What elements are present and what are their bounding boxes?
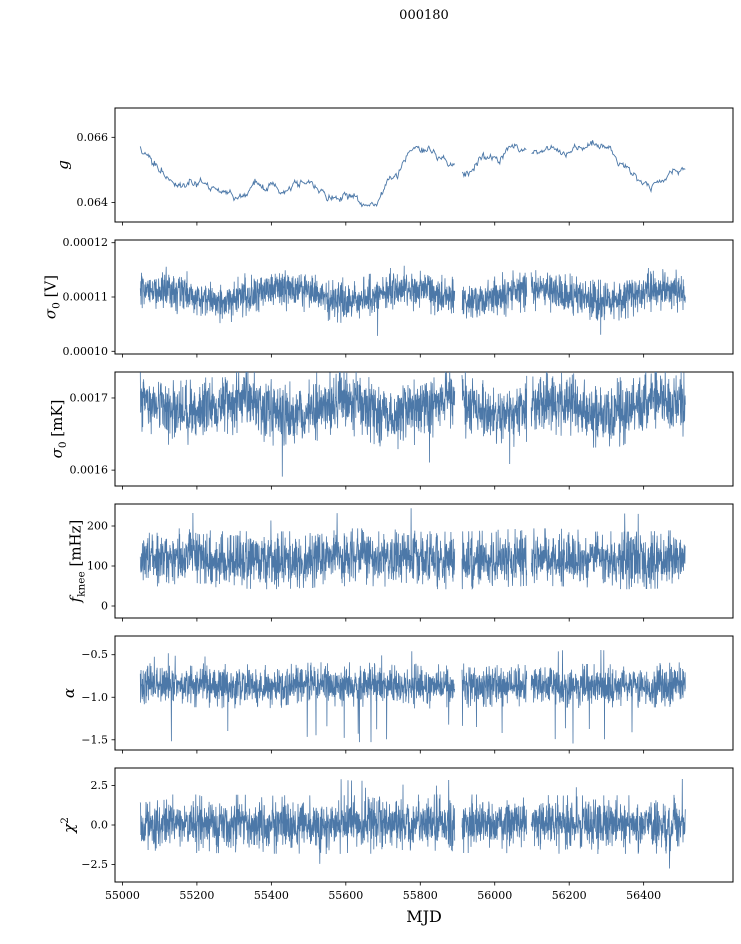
x-tick-label: 55200	[179, 889, 214, 902]
series-sigma0-volts	[139, 265, 686, 336]
y-axis-label-chi-squared: χ2	[59, 817, 78, 834]
y-axis-label-alpha: α	[60, 688, 78, 698]
y-axis-label-sigma0-millikelvin: σ0 [mK]	[48, 400, 69, 459]
x-tick-label: 56200	[552, 889, 587, 902]
y-tick-label: 0.00012	[63, 236, 109, 249]
series-sigma0-millikelvin	[139, 372, 686, 477]
x-tick-label: 55400	[254, 889, 289, 902]
panel-frame-f-knee	[114, 503, 734, 619]
y-tick-label: 0	[101, 600, 108, 613]
panel-frame-gain	[114, 107, 734, 223]
y-tick-label: −0.5	[81, 648, 108, 661]
y-axis-label-gain: g	[54, 160, 72, 170]
y-tick-label: −1.5	[81, 733, 108, 746]
y-tick-label: 0.064	[77, 196, 109, 209]
x-axis-label: MJD	[406, 907, 442, 926]
y-axis-label-sigma0-volts: σ0 [V]	[42, 275, 63, 319]
y-tick-label: 2.5	[91, 779, 109, 792]
series-gain	[139, 140, 686, 208]
y-tick-label: 0.00011	[63, 291, 109, 304]
x-tick-label: 56400	[626, 889, 661, 902]
y-tick-label: 0.0017	[70, 391, 109, 404]
series-f-knee	[139, 508, 686, 590]
x-tick-label: 55600	[328, 889, 363, 902]
x-tick-label: 55800	[403, 889, 438, 902]
panel-frame-alpha	[114, 635, 734, 751]
panel-frame-sigma0-millikelvin	[114, 371, 734, 487]
y-tick-label: 200	[87, 520, 108, 533]
y-tick-label: 0.00010	[63, 345, 109, 358]
y-tick-label: −1.0	[81, 691, 108, 704]
x-tick-label: 55000	[105, 889, 140, 902]
chart-title: 000180	[399, 8, 449, 23]
y-tick-label: 0.066	[77, 131, 109, 144]
series-chi-squared	[139, 778, 686, 869]
y-tick-label: 100	[87, 560, 108, 573]
y-tick-label: 0.0016	[70, 464, 109, 477]
series-alpha	[139, 649, 686, 744]
x-tick-label: 56000	[477, 889, 512, 902]
y-tick-label: 0.0	[91, 819, 109, 832]
y-tick-label: −2.5	[81, 858, 108, 871]
y-axis-label-f-knee: fknee [mHz]	[66, 520, 87, 604]
